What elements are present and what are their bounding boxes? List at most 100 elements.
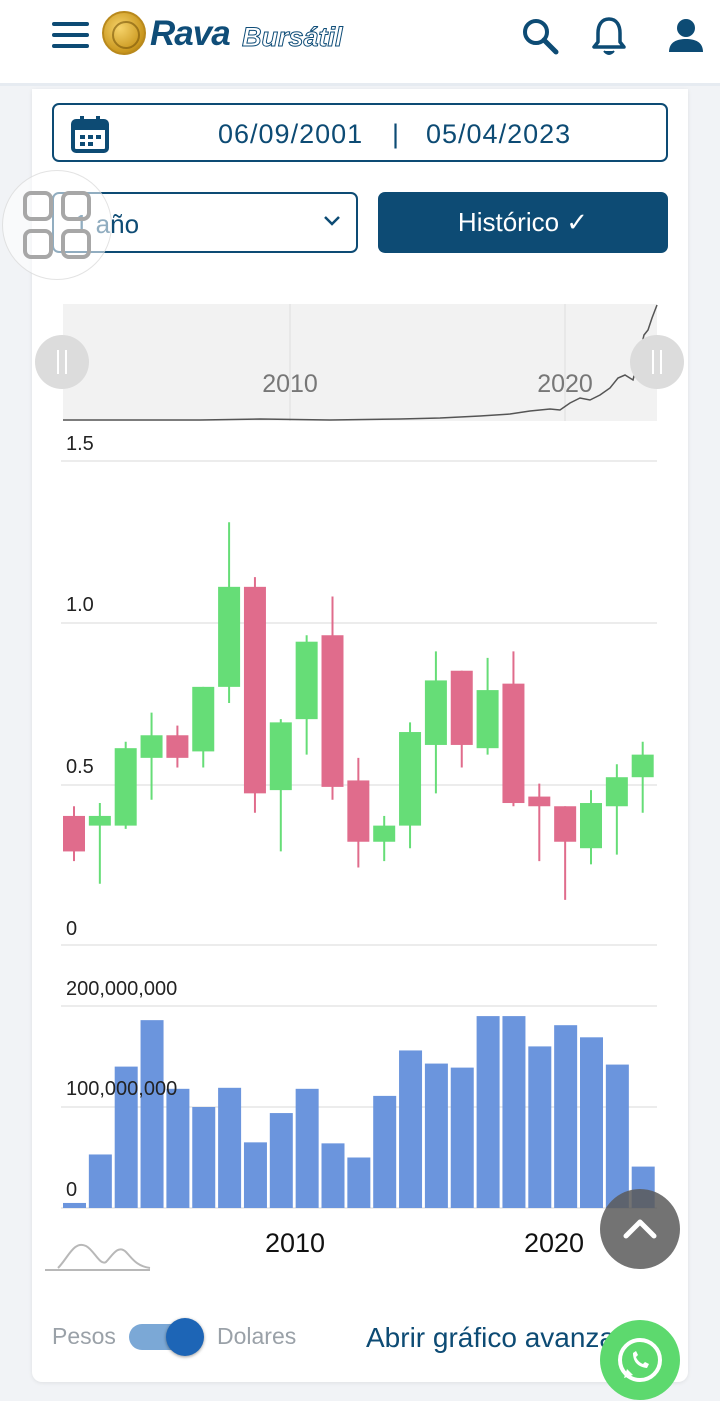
chevron-up-icon xyxy=(623,1219,657,1239)
volume-tick-label: 0 xyxy=(66,1179,77,1201)
candle[interactable] xyxy=(269,719,292,852)
volume-bar[interactable] xyxy=(269,1113,293,1208)
candle[interactable] xyxy=(218,522,241,703)
candle[interactable] xyxy=(399,722,422,849)
volume-bar[interactable] xyxy=(580,1037,603,1208)
navigator-tick-label: 2010 xyxy=(262,370,318,398)
historic-button[interactable]: Histórico ✓ xyxy=(378,192,668,253)
currency-label-pesos: Pesos xyxy=(52,1323,116,1349)
volume-bar[interactable] xyxy=(399,1050,423,1208)
volume-bar[interactable] xyxy=(218,1087,242,1208)
navigator-tick-label: 2020 xyxy=(537,370,593,398)
candle-body xyxy=(450,670,473,745)
candle-body xyxy=(114,748,137,826)
candle-body xyxy=(476,690,499,749)
candle[interactable] xyxy=(502,651,525,807)
candle[interactable] xyxy=(321,596,344,800)
price-tick-label: 0.5 xyxy=(66,756,94,778)
navigator-handle-left[interactable] xyxy=(35,335,89,389)
candle-body xyxy=(166,735,189,758)
candle[interactable] xyxy=(424,651,447,794)
whatsapp-button[interactable] xyxy=(600,1320,680,1400)
volume-bar[interactable] xyxy=(321,1143,345,1208)
chevron-down-icon xyxy=(324,216,340,226)
navigator-handle-right[interactable] xyxy=(630,335,684,389)
candle[interactable] xyxy=(166,725,189,768)
volume-bar[interactable] xyxy=(192,1107,216,1208)
candle-body xyxy=(373,825,396,842)
volume-tick-label: 200,000,000 xyxy=(66,978,177,1000)
candle[interactable] xyxy=(347,757,370,868)
whatsapp-icon xyxy=(618,1338,662,1382)
volume-bar[interactable] xyxy=(295,1088,319,1208)
candle[interactable] xyxy=(140,712,163,800)
volume-bar[interactable] xyxy=(243,1142,267,1208)
date-separator: | xyxy=(392,119,401,149)
candle[interactable] xyxy=(554,806,577,900)
volume-bar[interactable] xyxy=(140,1020,164,1208)
volume-bar[interactable] xyxy=(373,1095,397,1208)
user-icon[interactable] xyxy=(666,16,706,56)
date-range-picker[interactable]: 06/09/2001 | 05/04/2023 xyxy=(52,103,668,162)
x-tick-label: 2020 xyxy=(524,1228,584,1258)
app-header: Rava Bursátil xyxy=(0,0,720,86)
grid-icon xyxy=(23,191,91,259)
volume-bar[interactable] xyxy=(114,1066,138,1208)
volume-bar[interactable] xyxy=(605,1064,629,1208)
navigator[interactable]: 2010 2020 xyxy=(35,304,684,421)
volume-bar[interactable] xyxy=(166,1088,190,1208)
candle[interactable] xyxy=(580,790,602,865)
volume-bar[interactable] xyxy=(554,1025,578,1208)
candle-body xyxy=(347,780,370,842)
candle-body xyxy=(218,586,241,687)
candle-body xyxy=(243,586,266,794)
currency-label-dolares: Dolares xyxy=(217,1323,297,1349)
volume-bar[interactable] xyxy=(424,1063,448,1208)
candle[interactable] xyxy=(373,815,396,862)
candle-body xyxy=(140,735,163,758)
volume-bar[interactable] xyxy=(63,1202,86,1208)
candle[interactable] xyxy=(63,806,85,862)
volume-bar[interactable] xyxy=(476,1016,500,1208)
bell-icon[interactable] xyxy=(590,16,628,58)
navigator-background xyxy=(63,304,657,421)
candle-body xyxy=(424,680,447,745)
search-icon[interactable] xyxy=(520,16,560,56)
volume-tick-label: 100,000,000 xyxy=(66,1078,177,1100)
candle[interactable] xyxy=(450,670,473,768)
candle-body xyxy=(192,686,215,752)
candle[interactable] xyxy=(605,764,628,855)
candle-body xyxy=(399,732,422,826)
candle-body xyxy=(321,635,344,787)
candle[interactable] xyxy=(528,783,551,862)
brand-subname: Bursátil xyxy=(242,22,344,53)
candle-body xyxy=(63,815,85,852)
candle[interactable] xyxy=(192,686,215,768)
date-to: 05/04/2023 xyxy=(426,119,572,149)
candle[interactable] xyxy=(114,741,137,829)
volume-bar[interactable] xyxy=(502,1016,526,1208)
volume-bar[interactable] xyxy=(450,1067,474,1208)
volume-labels: 200,000,000 100,000,000 0 2010 2020 xyxy=(66,978,584,1258)
currency-toggle-knob[interactable] xyxy=(166,1318,204,1356)
candle[interactable] xyxy=(243,577,266,813)
volume-bar[interactable] xyxy=(347,1157,371,1209)
candle[interactable] xyxy=(295,635,318,755)
volume-bar[interactable] xyxy=(88,1154,112,1208)
candle[interactable] xyxy=(88,803,111,884)
candle-body xyxy=(631,754,654,778)
volume-series xyxy=(63,1016,655,1208)
floating-grid-button[interactable] xyxy=(2,170,112,280)
candle-body xyxy=(295,641,318,720)
candle-body xyxy=(605,777,628,807)
date-from: 06/09/2001 xyxy=(218,119,364,149)
candle-body xyxy=(580,803,602,849)
volume-bar[interactable] xyxy=(528,1046,552,1208)
candle[interactable] xyxy=(631,741,654,813)
candle[interactable] xyxy=(476,657,499,755)
scroll-top-button[interactable] xyxy=(600,1189,680,1269)
advanced-chart-link[interactable]: Abrir gráfico avanzado xyxy=(366,1322,647,1353)
brand-name: Rava xyxy=(150,14,231,53)
price-tick-label: 1.0 xyxy=(66,594,94,616)
menu-icon[interactable] xyxy=(52,22,89,48)
